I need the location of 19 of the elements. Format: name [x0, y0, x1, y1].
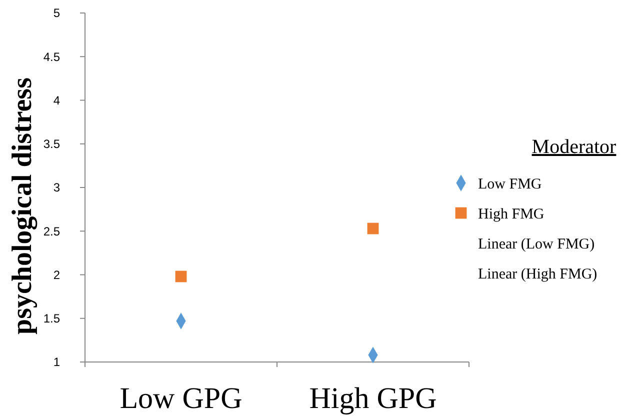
y-tick-label: 1.5 [43, 312, 60, 326]
y-tick-label: 4.5 [43, 50, 60, 64]
text: Linear (Low FMG) [478, 236, 595, 252]
x-tick-label: High GPG [309, 382, 437, 415]
legend-title: Moderator [532, 136, 617, 158]
y-tick-label: 1 [53, 355, 60, 370]
legend-label: High FMG [478, 206, 544, 222]
y-tick-label: 3 [53, 180, 60, 195]
point [367, 222, 379, 234]
y-tick-label: 3.5 [43, 137, 60, 152]
y-tick-label: 5 [53, 6, 60, 20]
point [175, 270, 187, 282]
legend-label: Low FMG [478, 176, 542, 192]
text: Linear (High FMG) [478, 266, 598, 282]
y-tick-label: 2.5 [43, 224, 60, 238]
x-tick-label: Low GPG [120, 382, 242, 415]
y-tick-label: 2 [53, 268, 60, 282]
y-axis-title: psychological distress [7, 77, 38, 334]
y-tick-label: 4 [53, 93, 60, 108]
